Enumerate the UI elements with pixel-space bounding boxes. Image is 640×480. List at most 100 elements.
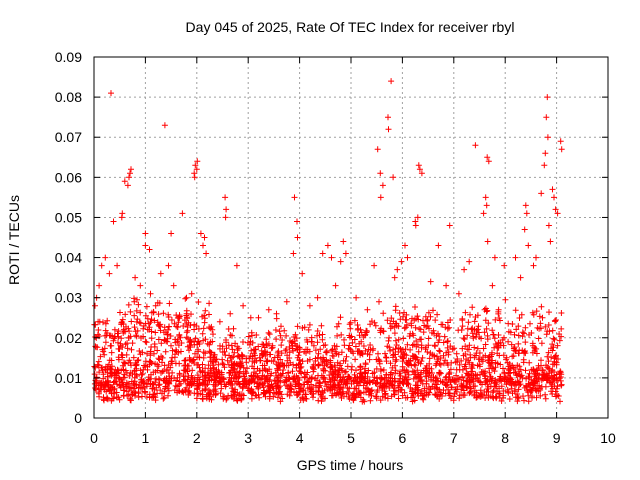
data-point: [514, 398, 521, 405]
data-point: [266, 331, 273, 338]
data-point: [377, 368, 384, 374]
data-point-outlier: [183, 294, 190, 301]
data-point: [545, 322, 552, 328]
data-point: [163, 338, 170, 345]
data-point: [527, 320, 533, 327]
data-point: [467, 311, 473, 318]
data-point: [357, 389, 364, 396]
data-point: [492, 341, 499, 347]
data-point: [474, 345, 481, 352]
data-point-outlier: [306, 302, 313, 309]
data-point: [344, 363, 351, 370]
x-tick-label: 4: [296, 430, 304, 446]
data-point: [490, 331, 497, 338]
data-point: [549, 341, 556, 348]
data-point-outlier: [179, 210, 186, 217]
data-point: [485, 383, 492, 390]
data-point: [176, 333, 183, 339]
data-point-outlier: [391, 274, 398, 281]
data-point: [497, 361, 504, 368]
data-point: [417, 336, 423, 343]
data-point: [456, 361, 463, 368]
data-point: [453, 366, 460, 373]
data-point: [489, 327, 496, 334]
data-point: [348, 366, 355, 373]
data-point-outlier: [203, 250, 210, 257]
data-point-outlier: [127, 170, 133, 177]
data-point: [310, 342, 317, 349]
data-point: [387, 347, 394, 354]
data-point: [522, 324, 529, 331]
data-point: [219, 360, 226, 367]
data-point-outlier: [385, 126, 392, 133]
data-point: [546, 309, 552, 316]
y-axis-title: ROTI / TECUs: [6, 195, 22, 285]
x-tick-labels: 0 1 2 3 4 5 6 7 8 9 10: [90, 430, 616, 446]
data-point: [545, 349, 552, 356]
data-point: [432, 317, 439, 324]
data-point: [360, 343, 367, 349]
data-point-outlier: [188, 290, 195, 297]
data-point-outlier: [126, 174, 132, 181]
data-point: [172, 382, 179, 389]
data-point: [104, 394, 111, 401]
data-point: [155, 311, 162, 318]
data-point: [487, 373, 494, 380]
y-tick-label: 0.03: [55, 290, 82, 306]
data-point: [434, 311, 441, 318]
data-point: [151, 350, 157, 357]
data-point: [537, 320, 544, 327]
data-point: [240, 339, 246, 345]
data-point: [312, 382, 319, 389]
data-point: [122, 311, 129, 318]
y-tick-label: 0.08: [55, 89, 82, 105]
data-point: [349, 339, 356, 346]
data-point: [121, 374, 128, 381]
data-point: [205, 362, 212, 369]
data-point: [136, 348, 143, 354]
data-point: [460, 335, 467, 342]
data-point-outlier: [114, 262, 121, 269]
data-point: [274, 394, 281, 401]
data-point: [538, 340, 545, 347]
data-point: [127, 395, 134, 402]
data-point: [179, 388, 186, 395]
data-point: [357, 366, 364, 373]
data-point-outlier: [485, 158, 492, 165]
data-point: [520, 393, 526, 400]
data-point: [143, 303, 150, 310]
data-point-outlier: [200, 242, 206, 249]
data-point: [182, 357, 189, 364]
y-tick-label: 0.05: [55, 209, 82, 225]
data-point: [343, 368, 349, 375]
data-point: [194, 372, 201, 379]
data-point: [425, 309, 432, 316]
data-point: [261, 365, 268, 372]
data-point-outlier: [541, 162, 548, 169]
data-point: [392, 367, 399, 374]
data-point: [159, 359, 165, 366]
data-point-outlier: [446, 222, 453, 229]
data-point: [536, 382, 543, 389]
data-point: [471, 344, 478, 351]
data-point: [373, 393, 380, 400]
data-point: [289, 368, 296, 375]
data-point: [223, 339, 230, 346]
data-point-outlier: [545, 222, 552, 229]
data-point: [367, 321, 374, 328]
data-point: [229, 346, 236, 353]
data-point: [515, 386, 522, 393]
data-point: [128, 318, 135, 325]
x-tick-label: 5: [347, 430, 355, 446]
data-point: [108, 342, 115, 349]
data-point: [228, 385, 235, 392]
data-point: [494, 350, 501, 357]
data-point: [400, 335, 407, 342]
data-point: [423, 378, 430, 385]
data-point: [164, 366, 170, 373]
data-point: [396, 370, 403, 377]
data-point: [501, 369, 508, 376]
data-point-outlier: [525, 242, 532, 249]
data-point: [412, 324, 419, 331]
data-point: [380, 310, 387, 317]
